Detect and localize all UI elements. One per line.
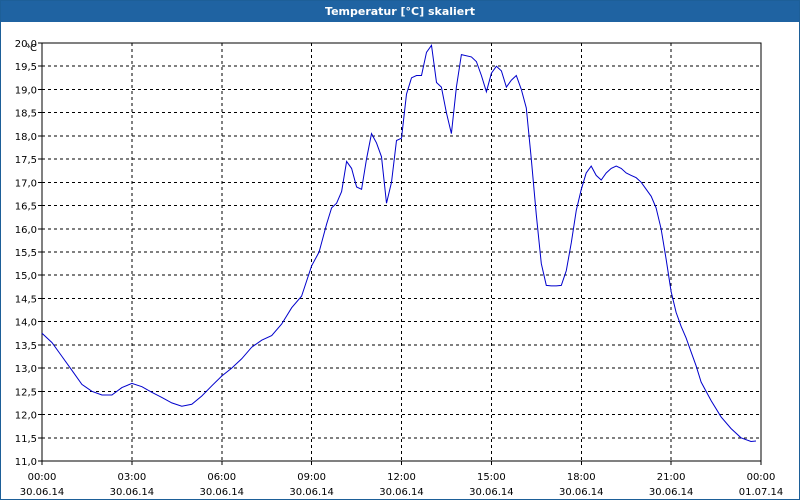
x-tick-time: 00:00 <box>28 472 57 483</box>
window-title: Temperatur [°C] skaliert <box>1 1 799 22</box>
x-tick-date: 30.06.14 <box>379 487 424 498</box>
x-tick-time: 21:00 <box>657 472 686 483</box>
x-tick-date: 30.06.14 <box>649 487 694 498</box>
y-tick-label: 20,0 <box>15 39 37 50</box>
y-tick-label: 16,5 <box>15 202 37 213</box>
x-axis-ticks: 00:00 30.06.14 03:00 30.06.14 06:00 30.06.14 0… <box>20 461 784 498</box>
y-tick-label: 16,0 <box>15 225 37 236</box>
x-tick-date: 01.07.14 <box>739 487 784 498</box>
y-tick-label: 13,0 <box>15 364 37 375</box>
x-tick-time: 03:00 <box>117 472 146 483</box>
y-tick-label: 14,0 <box>15 318 37 329</box>
y-tick-label: 15,5 <box>15 248 37 259</box>
y-tick-label: 12,0 <box>15 411 37 422</box>
y-axis-ticks: 11,0 11,5 12,0 12,5 13,0 13,5 14,0 14,5 15,0 15,5… <box>15 39 42 468</box>
x-tick-time: 00:00 <box>747 472 776 483</box>
x-tick-time: 15:00 <box>477 472 506 483</box>
y-tick-label: 19,0 <box>15 85 37 96</box>
y-tick-label: 19,5 <box>15 62 37 73</box>
series-layer <box>41 43 757 443</box>
y-tick-label: 11,5 <box>15 434 37 445</box>
x-tick-time: 06:00 <box>207 472 236 483</box>
x-tick-date: 30.06.14 <box>289 487 334 498</box>
x-tick-date: 30.06.14 <box>559 487 604 498</box>
y-tick-label: 12,5 <box>15 387 37 398</box>
x-tick-date: 30.06.14 <box>110 487 155 498</box>
y-tick-label: 18,5 <box>15 109 37 120</box>
y-tick-label: 17,5 <box>15 155 37 166</box>
x-tick-date: 30.06.14 <box>20 487 65 498</box>
x-tick-time: 12:00 <box>387 472 416 483</box>
y-axis-label: °C <box>25 43 37 54</box>
y-tick-label: 11,0 <box>15 457 37 468</box>
y-tick-label: 14,5 <box>15 294 37 305</box>
y-tick-label: 13,5 <box>15 341 37 352</box>
y-tick-label: 18,0 <box>15 132 37 143</box>
grid-lines <box>42 43 761 461</box>
temperature-series-line <box>41 43 757 443</box>
y-tick-label: 15,0 <box>15 271 37 282</box>
y-tick-label: 17,0 <box>15 178 37 189</box>
x-tick-date: 30.06.14 <box>469 487 514 498</box>
x-tick-date: 30.06.14 <box>199 487 244 498</box>
x-tick-time: 18:00 <box>567 472 596 483</box>
x-tick-time: 09:00 <box>297 472 326 483</box>
